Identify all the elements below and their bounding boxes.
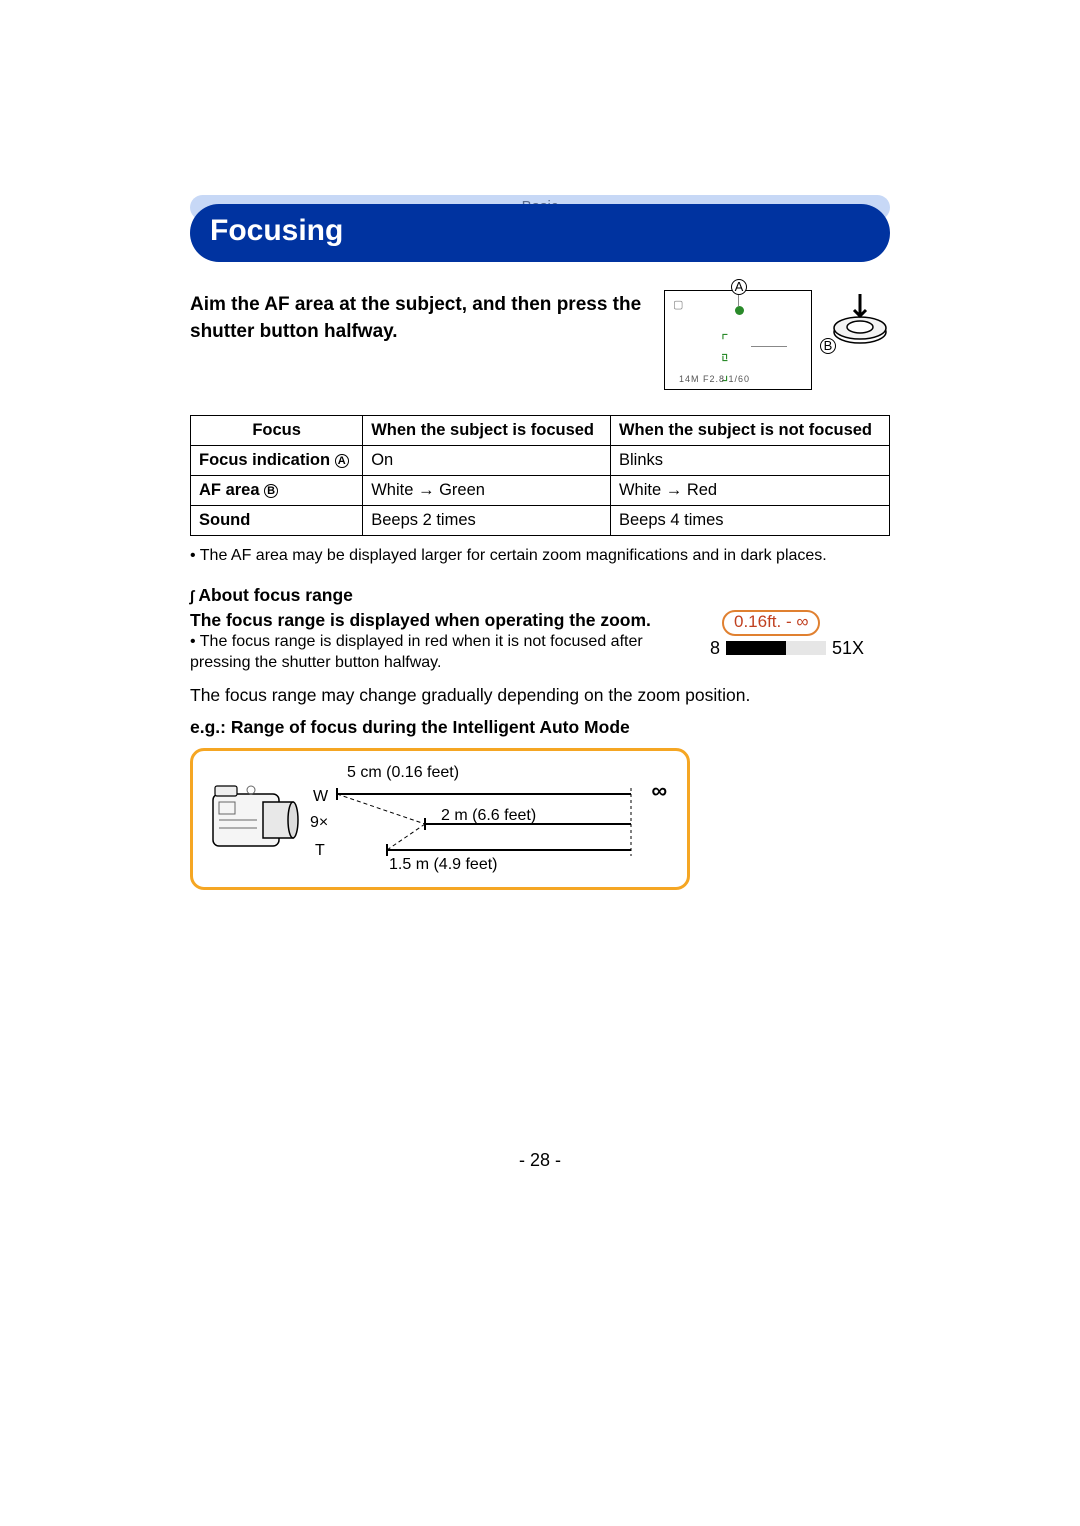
table-row: AF area B White → Green White → Red (191, 476, 890, 506)
th-notfocused: When the subject is not focused (610, 416, 889, 446)
af-bracket-icon (723, 337, 751, 359)
about-bullet: The focus range is displayed in red when… (190, 631, 690, 674)
range-distance-text: 0.16ft. - ∞ (722, 610, 820, 636)
label-w: W (313, 788, 328, 806)
page-number: - 28 - (190, 1150, 890, 1171)
note-text: The AF area may be displayed larger for … (190, 545, 890, 567)
label-t: T (315, 842, 325, 860)
exposure-readout: 14M F2.8 1/60 (679, 374, 750, 384)
about-bold-text: The focus range is displayed when operat… (190, 610, 690, 631)
instruction-text: Aim the AF area at the subject, and then… (190, 290, 646, 390)
table-row: Focus indication A On Blinks (191, 446, 890, 476)
dist-5cm: 5 cm (0.16 feet) (347, 764, 459, 782)
about-heading: ∫ About focus range (190, 585, 890, 606)
focus-table: Focus When the subject is focused When t… (190, 415, 890, 536)
focus-dot-icon (735, 306, 744, 315)
para-range-change: The focus range may change gradually dep… (190, 684, 890, 708)
table-row: Sound Beeps 2 times Beeps 4 times (191, 506, 890, 536)
label-9x: 9× (310, 814, 328, 832)
camera-mode-icon: ▢ (673, 298, 683, 311)
th-focused: When the subject is focused (363, 416, 611, 446)
page-title: Focusing (190, 204, 890, 262)
focus-range-diagram: W 9× T 5 cm (0.16 feet) 2 m (6.6 feet) 1… (190, 748, 690, 890)
camera-icon (207, 776, 299, 862)
label-a-icon: A (731, 279, 747, 295)
example-heading: e.g.: Range of focus during the Intellig… (190, 717, 890, 738)
infinity-icon: ∞ (651, 778, 667, 804)
shutter-button-icon (830, 290, 890, 346)
range-lines-icon (331, 782, 641, 862)
focus-range-indicator: 0.16ft. - ∞ 8 51X (710, 610, 890, 659)
label-b-icon: B (820, 338, 836, 354)
th-focus: Focus (191, 416, 363, 446)
af-screen-diagram: ▢ A B 14M F2.8 1/60 (664, 290, 812, 390)
